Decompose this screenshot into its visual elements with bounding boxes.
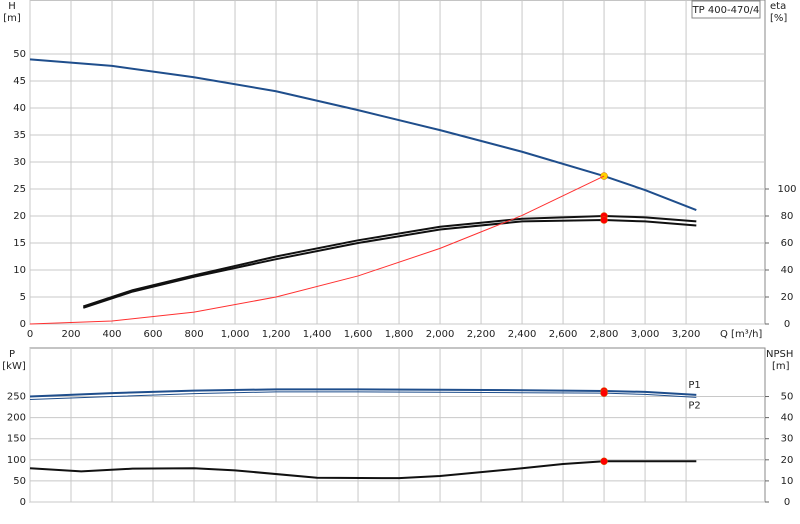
y-tick-label: 150 bbox=[7, 434, 26, 445]
x-tick-label: 2,200 bbox=[467, 329, 496, 340]
curve bbox=[29, 175, 605, 325]
y-tick-label: 50 bbox=[13, 476, 26, 487]
y2-tick-label: 10 bbox=[781, 476, 794, 487]
operating-point bbox=[600, 216, 608, 224]
series-label: P1 bbox=[688, 380, 700, 391]
y-tick-label: 0 bbox=[20, 319, 26, 330]
y2-tick-label: 0 bbox=[784, 497, 790, 508]
curve bbox=[29, 388, 697, 398]
y-unit: [m] bbox=[3, 13, 21, 24]
x-tick-label: 1,400 bbox=[303, 329, 332, 340]
x-tick-label: 2,000 bbox=[426, 329, 455, 340]
y2-tick-label: 20 bbox=[781, 455, 794, 466]
y-tick-label: 40 bbox=[13, 103, 26, 114]
y-label: P bbox=[9, 349, 15, 360]
x-tick-label: 600 bbox=[143, 329, 162, 340]
x-tick-label: 1,600 bbox=[344, 329, 373, 340]
operating-point bbox=[600, 457, 608, 466]
y2-tick-label: 40 bbox=[781, 413, 794, 424]
y2-unit: [m] bbox=[772, 361, 790, 372]
x-tick-label: 3,000 bbox=[631, 329, 660, 340]
y2-tick-label: 20 bbox=[781, 292, 794, 303]
y2-tick-label: 50 bbox=[781, 392, 794, 403]
x-tick-label: 3,200 bbox=[672, 329, 701, 340]
x-tick-label: 800 bbox=[184, 329, 203, 340]
y-tick-label: 35 bbox=[13, 130, 26, 141]
curve bbox=[82, 219, 697, 309]
x-tick-label: 1,000 bbox=[221, 329, 250, 340]
operating-point bbox=[600, 389, 608, 397]
y-tick-label: 200 bbox=[7, 413, 26, 424]
y-tick-label: 100 bbox=[7, 455, 26, 466]
y2-tick-label: 40 bbox=[781, 265, 794, 276]
y2-tick-label: 80 bbox=[781, 211, 794, 222]
y2-unit: [%] bbox=[770, 13, 787, 24]
x-tick-label: 2,800 bbox=[590, 329, 619, 340]
y2-tick-label: 100 bbox=[777, 184, 796, 195]
plot-area bbox=[29, 347, 766, 503]
curve bbox=[29, 58, 697, 211]
y-tick-label: 15 bbox=[13, 238, 26, 249]
y-label: H bbox=[8, 1, 16, 12]
y-tick-label: 45 bbox=[13, 76, 26, 87]
series-label: P2 bbox=[688, 400, 700, 411]
y-tick-label: 50 bbox=[13, 49, 26, 60]
y2-tick-label: 30 bbox=[781, 434, 794, 445]
x-tick-label: 1,800 bbox=[385, 329, 414, 340]
y-tick-label: 250 bbox=[7, 392, 26, 403]
y2-tick-label: 60 bbox=[781, 238, 794, 249]
x-tick-label: 2,400 bbox=[508, 329, 537, 340]
x-tick-label: 1,200 bbox=[262, 329, 291, 340]
curve bbox=[82, 214, 697, 308]
title-box bbox=[691, 0, 761, 19]
x-tick-label: 200 bbox=[61, 329, 80, 340]
y-tick-label: 10 bbox=[13, 265, 26, 276]
x-label: Q [m³/h] bbox=[720, 329, 762, 340]
chart-title: TP 400-470/4 bbox=[692, 5, 760, 16]
y-tick-label: 25 bbox=[13, 184, 26, 195]
x-tick-label: 2,600 bbox=[549, 329, 578, 340]
y-tick-label: 30 bbox=[13, 157, 26, 168]
curve bbox=[29, 460, 697, 480]
curve bbox=[29, 391, 697, 400]
y2-tick-label: 0 bbox=[784, 319, 790, 330]
y-tick-label: 20 bbox=[13, 211, 26, 222]
y-unit: [kW] bbox=[2, 361, 26, 372]
x-tick-label: 0 bbox=[27, 329, 33, 340]
x-tick-label: 400 bbox=[102, 329, 121, 340]
y2-label: eta bbox=[770, 1, 786, 12]
y-tick-label: 0 bbox=[20, 497, 26, 508]
y-tick-label: 5 bbox=[20, 292, 26, 303]
y2-label: NPSH bbox=[766, 349, 793, 360]
